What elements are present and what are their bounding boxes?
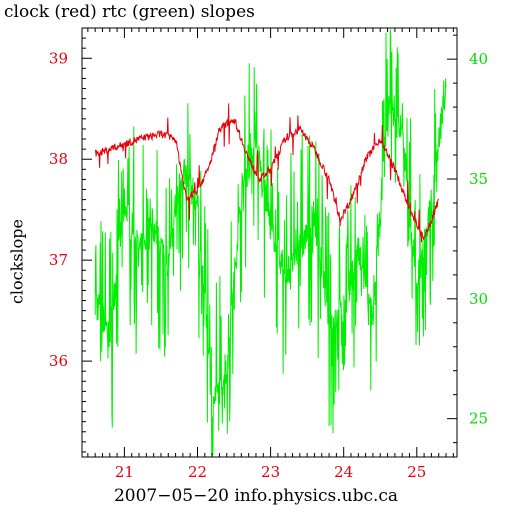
traces-layer: [94, 29, 447, 456]
right-tick-label: 35: [469, 170, 488, 188]
clock-series-line: [94, 103, 440, 243]
rtc-series-line: [94, 29, 447, 456]
chart-title: clock (red) rtc (green) slopes: [4, 2, 255, 22]
left-tick-label: 36: [49, 352, 68, 370]
x-tick-label: 24: [334, 463, 353, 481]
left-tick-label: 37: [49, 251, 68, 269]
y-axis-label: clockslope: [7, 218, 27, 305]
left-tick-label: 39: [49, 49, 68, 67]
x-tick-label: 25: [407, 463, 426, 481]
right-tick-label: 25: [469, 410, 488, 428]
x-tick-label: 21: [115, 463, 134, 481]
axes-layer: 36 37 38 39 25 30 35 40 21 22 23 24 25: [49, 28, 488, 481]
x-tick-label: 22: [188, 463, 207, 481]
right-tick-label: 30: [469, 290, 488, 308]
x-axis-label: 2007−05−20 info.physics.ubc.ca: [113, 486, 399, 506]
right-tick-label: 40: [469, 50, 488, 68]
plot-frame: [81, 27, 458, 458]
left-tick-label: 38: [49, 150, 68, 168]
x-tick-label: 23: [261, 463, 280, 481]
y-axis-label-wrap: clockslope: [4, 219, 34, 304]
